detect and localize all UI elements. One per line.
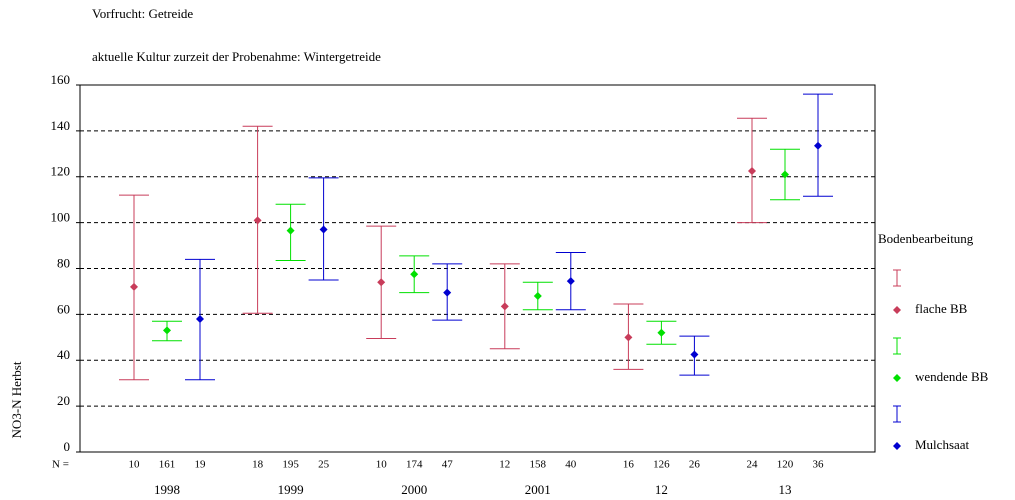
n-label: 195 [282,459,299,471]
legend-title: Bodenbearbeitung [878,231,974,246]
y-axis-title: NO3-N Herbst [9,361,24,438]
x-tick-label: 13 [779,482,792,497]
x-tick-label: 2000 [401,482,427,497]
mean-marker [748,167,756,176]
mean-marker [196,314,204,323]
mean-marker [657,328,666,337]
y-tick-label: 80 [57,255,70,270]
y-tick-label: 20 [57,393,70,408]
y-tick-label: 0 [64,439,71,454]
x-tick-label: 1999 [278,482,304,497]
n-label: 158 [530,459,547,471]
n-label: 120 [777,459,794,471]
n-label: 12 [499,459,510,471]
n-label: N = [52,459,69,471]
chart-title: Vorfrucht: Getreide [92,6,193,21]
n-label: 40 [565,459,577,471]
y-tick-label: 160 [51,72,71,87]
x-tick-label: 12 [655,482,668,497]
mean-marker [377,278,386,287]
n-label: 25 [318,459,330,471]
mean-marker [163,326,171,335]
chart-subtitle: aktuelle Kultur zurzeit der Probenahme: … [92,49,381,64]
legend-marker [893,374,901,382]
mean-marker [781,170,789,179]
n-label: 161 [159,459,176,471]
y-tick-label: 40 [57,347,70,362]
n-label: 26 [689,459,701,471]
mean-marker [500,302,509,311]
n-label: 36 [813,459,825,471]
n-label: 126 [653,459,670,471]
mean-marker [319,225,328,234]
mean-marker [286,226,295,235]
n-label: 18 [252,459,264,471]
mean-marker [566,277,575,286]
n-label: 19 [195,459,207,471]
x-tick-label: 2001 [525,482,551,497]
n-label: 16 [623,459,635,471]
mean-marker [410,270,419,279]
n-label: 10 [376,459,388,471]
y-tick-label: 140 [51,118,71,133]
y-tick-label: 120 [51,164,71,179]
mean-marker [253,216,262,225]
mean-marker [443,288,452,297]
y-tick-label: 100 [51,210,71,225]
mean-marker [814,141,822,150]
y-tick-label: 60 [57,301,70,316]
x-tick-label: 1998 [154,482,180,497]
mean-marker [624,333,633,342]
mean-marker [690,350,699,359]
legend-marker [893,306,901,314]
legend-marker [893,442,901,450]
legend-label: Mulchsaat [915,437,970,452]
n-label: 174 [406,459,423,471]
legend-label: flache BB [915,301,968,316]
n-label: 10 [129,459,141,471]
mean-marker [533,292,542,301]
legend-label: wendende BB [915,369,989,384]
n-label: 24 [747,459,759,471]
n-label: 47 [442,459,454,471]
mean-marker [130,282,138,291]
